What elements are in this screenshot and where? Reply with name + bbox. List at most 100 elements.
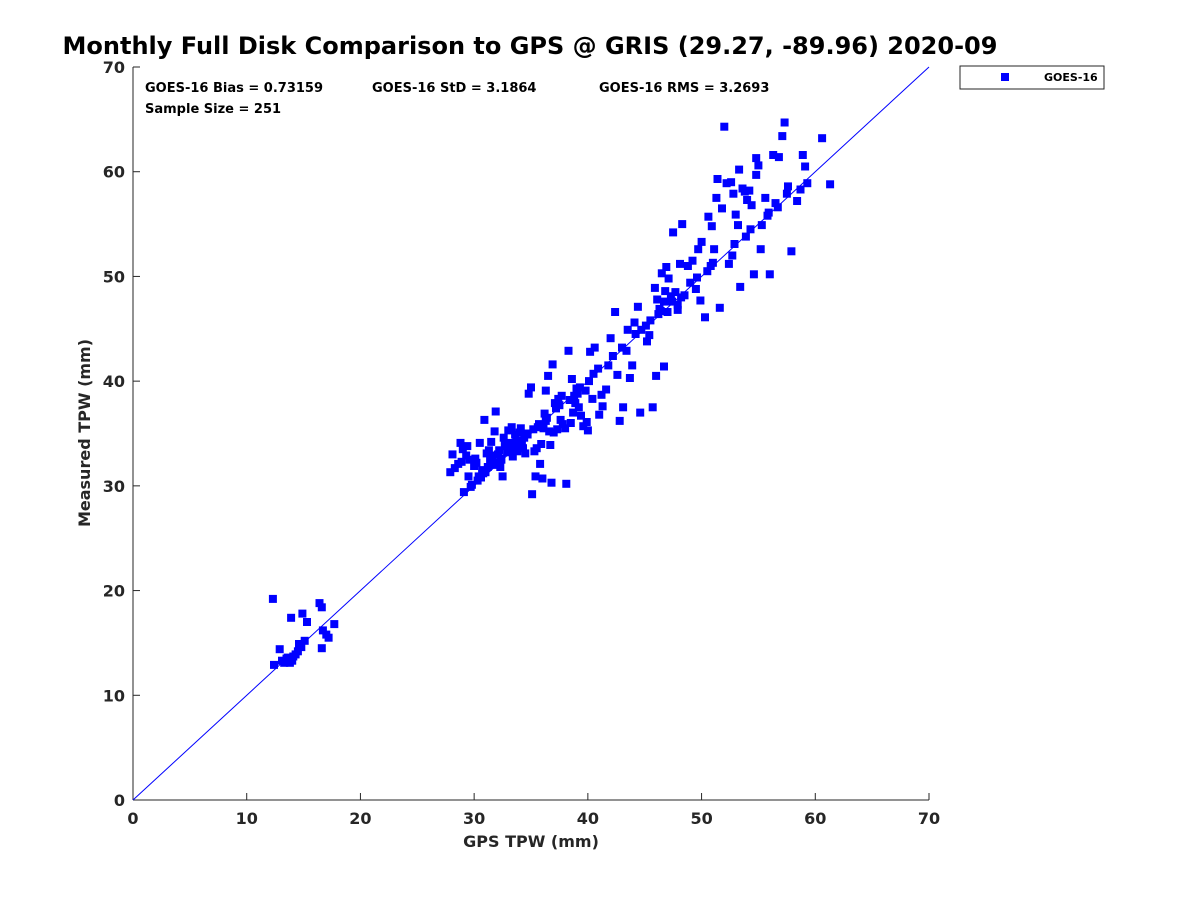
data-point: [472, 458, 481, 467]
data-point: [602, 385, 611, 394]
data-point: [480, 415, 489, 424]
data-point: [727, 178, 736, 187]
data-point: [516, 424, 525, 433]
data-point: [572, 384, 581, 393]
data-point: [464, 472, 473, 481]
data-point: [531, 472, 540, 481]
data-point: [330, 620, 339, 629]
data-point: [818, 134, 827, 143]
data-point: [696, 296, 705, 305]
data-point: [771, 199, 780, 208]
data-point: [505, 438, 514, 447]
data-point: [549, 428, 558, 437]
data-point: [637, 325, 646, 334]
data-point: [547, 478, 556, 487]
data-point: [747, 201, 756, 210]
y-tick-label: 60: [103, 163, 125, 182]
data-point: [743, 196, 752, 204]
data-point: [793, 197, 802, 205]
data-point: [710, 245, 719, 254]
data-point: [715, 303, 724, 312]
data-point: [764, 208, 773, 217]
data-point: [660, 362, 668, 371]
data-point: [318, 626, 327, 635]
y-tick-label: 20: [103, 582, 125, 601]
data-point: [540, 409, 549, 418]
data-point: [524, 389, 533, 398]
data-point: [693, 273, 701, 282]
data-point: [586, 347, 595, 356]
data-point: [796, 185, 805, 194]
data-point: [509, 443, 518, 452]
data-point: [661, 287, 670, 296]
x-tick-label: 60: [804, 809, 826, 828]
data-point: [490, 427, 499, 436]
data-point: [628, 361, 637, 370]
data-point: [713, 175, 722, 183]
data-point: [678, 220, 687, 229]
data-point: [731, 210, 740, 219]
data-point: [491, 407, 500, 416]
data-point: [545, 427, 554, 436]
y-tick-label: 0: [114, 791, 125, 810]
data-point: [566, 419, 575, 427]
data-point: [270, 660, 278, 669]
data-point: [471, 454, 480, 463]
data-point: [741, 232, 750, 241]
data-point: [669, 228, 678, 237]
data-point: [657, 269, 666, 278]
data-point: [677, 293, 686, 302]
data-point: [641, 321, 650, 330]
data-point: [664, 274, 673, 283]
data-point: [515, 428, 524, 437]
y-tick-label: 10: [103, 686, 125, 705]
data-point: [648, 403, 657, 412]
data-point: [317, 603, 326, 612]
data-point: [562, 479, 571, 488]
data-point: [511, 430, 520, 439]
data-point: [765, 270, 774, 279]
x-tick-label: 70: [918, 809, 940, 828]
data-point: [515, 436, 524, 445]
legend-box: [959, 65, 1105, 90]
data-point: [539, 424, 548, 433]
data-point: [585, 377, 593, 386]
data-point: [465, 455, 474, 464]
data-point: [724, 259, 733, 268]
data-point: [488, 451, 497, 460]
y-axis-label: Measured TPW (mm): [75, 339, 94, 527]
data-point: [663, 308, 672, 316]
x-tick-label: 0: [127, 809, 138, 828]
data-point: [722, 179, 731, 188]
data-point: [728, 251, 737, 260]
data-point: [645, 331, 654, 340]
data-point: [630, 318, 639, 327]
data-point: [706, 262, 715, 270]
data-point: [457, 457, 466, 466]
y-tick-label: 30: [103, 477, 125, 496]
data-point: [565, 396, 574, 404]
data-point: [636, 408, 645, 417]
data-point: [729, 189, 738, 198]
data-point: [688, 256, 697, 265]
data-point: [718, 204, 726, 213]
stat-sample-size: Sample Size = 251: [145, 102, 281, 117]
data-point: [673, 305, 682, 314]
data-point: [282, 654, 291, 663]
data-point: [503, 448, 512, 457]
data-point: [623, 325, 632, 334]
data-point: [694, 245, 703, 254]
data-point: [595, 410, 604, 419]
data-point: [778, 132, 787, 141]
data-point: [574, 403, 583, 412]
stat-bias: GOES-16 Bias = 0.73159: [145, 81, 323, 96]
data-point: [787, 247, 796, 256]
data-point: [615, 416, 624, 425]
data-point: [597, 390, 606, 399]
data-point: [569, 408, 578, 417]
data-point: [662, 263, 671, 271]
data-point: [473, 476, 482, 485]
data-point: [494, 450, 502, 459]
legend-label: GOES-16: [1044, 71, 1098, 84]
